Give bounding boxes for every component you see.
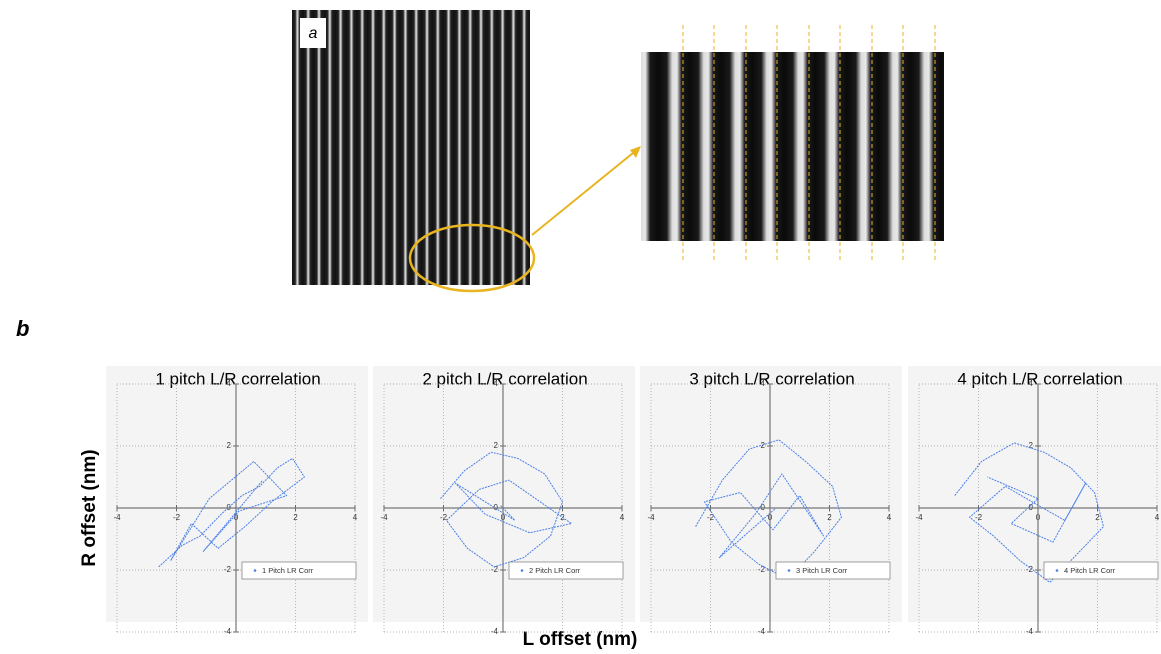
plot-background bbox=[106, 366, 368, 622]
chart: 2 pitch L/R correlation-4-2024-4-20242 P… bbox=[373, 366, 635, 636]
chart: 3 pitch L/R correlation-4-2024-4-20243 P… bbox=[640, 366, 902, 636]
chart: 1 pitch L/R correlation-4-2024-4-20241 P… bbox=[106, 366, 368, 636]
y-tick-label: 2 bbox=[761, 441, 766, 450]
x-tick-label: 4 bbox=[620, 513, 625, 522]
x-tick-label: -2 bbox=[173, 513, 181, 522]
x-tick-label: 4 bbox=[353, 513, 358, 522]
y-tick-label: -4 bbox=[758, 627, 766, 636]
legend-swatch bbox=[788, 569, 791, 572]
y-tick-label: -2 bbox=[1026, 565, 1034, 574]
plot-background bbox=[908, 366, 1161, 622]
legend-label: 2 Pitch LR Corr bbox=[529, 566, 581, 575]
chart: 4 pitch L/R correlation-4-2024-4-20244 P… bbox=[908, 366, 1161, 636]
legend-label: 3 Pitch LR Corr bbox=[796, 566, 848, 575]
sem-image bbox=[292, 10, 530, 285]
plot-background bbox=[373, 366, 635, 622]
zoom-arrow bbox=[532, 153, 633, 235]
x-tick-label: 2 bbox=[293, 513, 298, 522]
plot-background bbox=[640, 366, 902, 622]
x-tick-label: -4 bbox=[380, 513, 388, 522]
x-tick-label: -2 bbox=[975, 513, 983, 522]
y-tick-label: -4 bbox=[491, 627, 499, 636]
charts: 1 pitch L/R correlation-4-2024-4-20241 P… bbox=[106, 366, 1161, 636]
chart-title: 3 pitch L/R correlation bbox=[689, 369, 854, 388]
panel-label: b bbox=[16, 316, 29, 341]
legend-swatch bbox=[1056, 569, 1059, 572]
legend-label: 1 Pitch LR Corr bbox=[262, 566, 314, 575]
y-tick-label: 4 bbox=[761, 379, 766, 388]
chart-title: 1 pitch L/R correlation bbox=[155, 369, 320, 388]
legend-label: 4 Pitch LR Corr bbox=[1064, 566, 1116, 575]
chart-title: 4 pitch L/R correlation bbox=[957, 369, 1122, 388]
arrow-head bbox=[630, 146, 641, 158]
y-tick-label: 2 bbox=[494, 441, 499, 450]
y-axis-label: R offset (nm) bbox=[79, 449, 100, 566]
x-tick-label: -2 bbox=[440, 513, 448, 522]
y-tick-label: -2 bbox=[224, 565, 232, 574]
chart-title: 2 pitch L/R correlation bbox=[422, 369, 587, 388]
zoom-image bbox=[641, 52, 944, 241]
x-tick-label: -4 bbox=[915, 513, 923, 522]
panel-label: a bbox=[309, 25, 318, 42]
legend-swatch bbox=[254, 569, 257, 572]
legend-swatch bbox=[521, 569, 524, 572]
figure: a b R offset (nm) L offset (nm) 1 pitch … bbox=[0, 0, 1161, 654]
y-tick-label: 4 bbox=[494, 379, 499, 388]
y-tick-label: 2 bbox=[227, 441, 232, 450]
y-tick-label: -4 bbox=[224, 627, 232, 636]
y-tick-label: 4 bbox=[1029, 379, 1034, 388]
y-tick-label: -4 bbox=[1026, 627, 1034, 636]
x-tick-label: 2 bbox=[1095, 513, 1100, 522]
y-tick-label: 4 bbox=[227, 379, 232, 388]
y-tick-label: -2 bbox=[758, 565, 766, 574]
x-tick-label: 2 bbox=[827, 513, 832, 522]
x-tick-label: 4 bbox=[887, 513, 892, 522]
x-tick-label: 4 bbox=[1155, 513, 1160, 522]
x-tick-label: -4 bbox=[647, 513, 655, 522]
x-tick-label: -4 bbox=[113, 513, 121, 522]
